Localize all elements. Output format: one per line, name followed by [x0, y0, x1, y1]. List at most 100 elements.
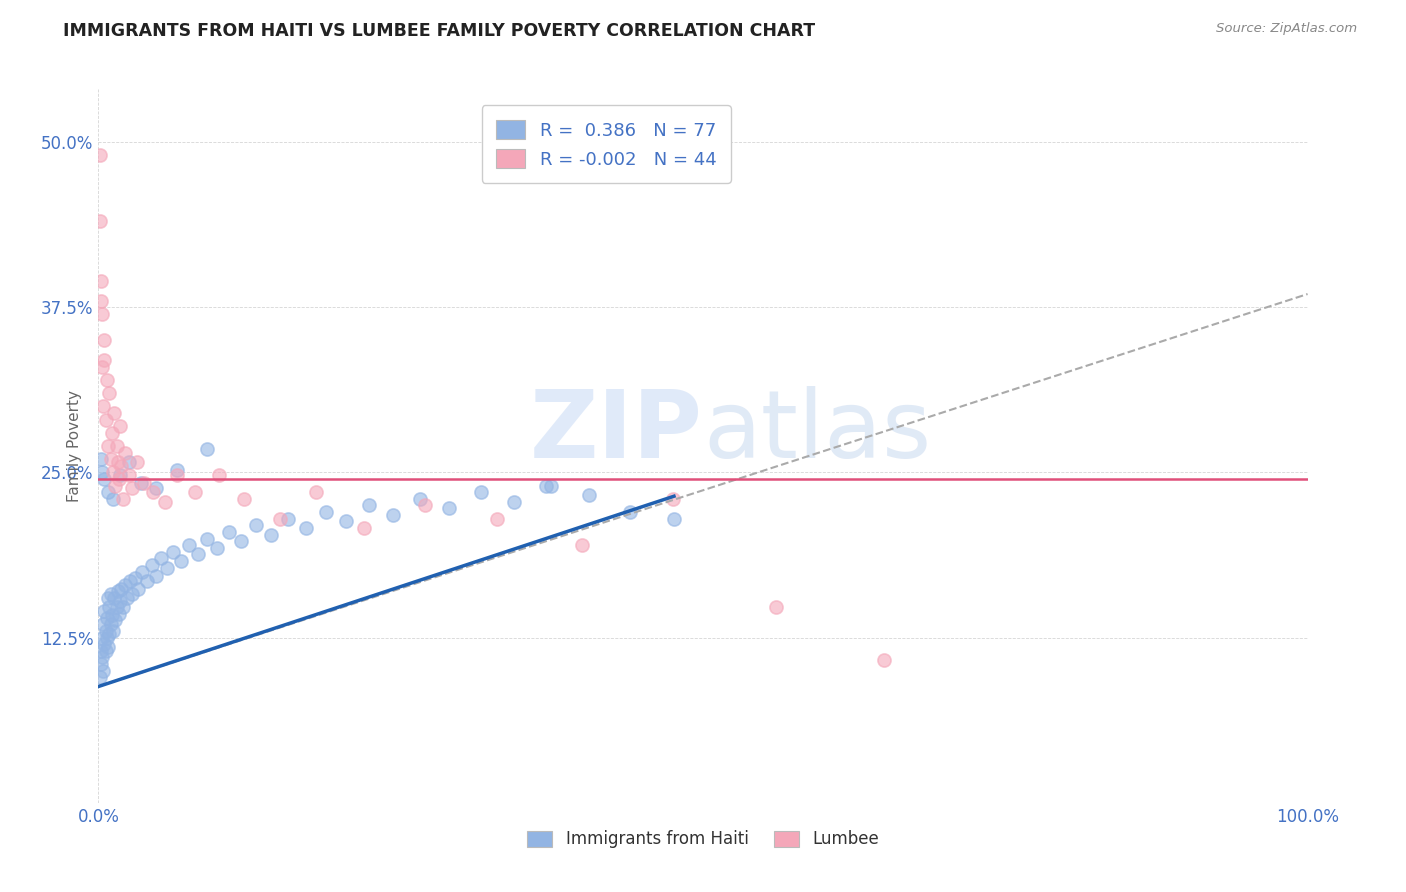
Point: [107, 584, 129, 599]
Point: [111, 600, 134, 615]
Point: [103, 591, 125, 605]
Point: [114, 578, 136, 592]
Point: [245, 518, 267, 533]
Point: [166, 463, 188, 477]
Point: [100, 587, 122, 601]
Point: [205, 541, 228, 555]
Point: [93, 353, 115, 368]
Point: [100, 452, 122, 467]
Point: [114, 445, 136, 459]
Point: [89, 670, 111, 684]
Point: [104, 478, 127, 492]
Point: [97, 439, 120, 453]
Point: [765, 600, 787, 615]
Point: [91, 617, 114, 632]
Point: [90, 657, 112, 671]
Point: [96, 631, 118, 645]
Point: [91, 359, 114, 374]
Point: [105, 439, 128, 453]
Point: [662, 511, 685, 525]
Point: [166, 468, 188, 483]
Point: [145, 481, 167, 495]
Point: [382, 508, 405, 522]
Point: [145, 568, 167, 582]
Point: [184, 485, 207, 500]
Point: [195, 532, 218, 546]
Point: [218, 524, 240, 539]
Point: [105, 600, 128, 615]
Point: [156, 560, 179, 574]
Point: [97, 640, 120, 654]
Point: [127, 582, 149, 596]
Point: [503, 494, 526, 508]
Point: [90, 274, 112, 288]
Point: [100, 425, 122, 440]
Point: [91, 400, 114, 414]
Point: [98, 626, 121, 640]
Point: [571, 538, 593, 552]
Point: [118, 455, 141, 469]
Point: [107, 455, 129, 469]
Point: [93, 637, 115, 651]
Point: [90, 293, 112, 308]
Point: [121, 481, 143, 495]
Point: [277, 511, 299, 525]
Point: [100, 617, 122, 632]
Point: [335, 514, 357, 528]
Point: [94, 644, 117, 658]
Point: [104, 614, 127, 628]
Point: [150, 551, 173, 566]
Point: [470, 485, 492, 500]
Point: [269, 511, 291, 525]
Point: [413, 499, 436, 513]
Point: [90, 644, 112, 658]
Point: [91, 631, 114, 645]
Point: [96, 611, 118, 625]
Point: [619, 505, 641, 519]
Point: [101, 624, 124, 638]
Point: [141, 558, 163, 572]
Point: [162, 545, 184, 559]
Point: [315, 505, 337, 519]
Point: [260, 527, 283, 541]
Point: [93, 472, 115, 486]
Point: [89, 148, 111, 162]
Point: [295, 521, 318, 535]
Text: atlas: atlas: [703, 385, 931, 478]
Point: [101, 491, 124, 506]
Point: [108, 593, 131, 607]
Point: [409, 491, 432, 506]
Point: [101, 466, 124, 480]
Point: [89, 214, 111, 228]
Point: [187, 547, 209, 561]
Point: [129, 475, 152, 490]
Point: [540, 478, 562, 492]
Point: [91, 664, 114, 678]
Point: [578, 488, 600, 502]
Point: [98, 600, 121, 615]
Point: [96, 373, 118, 387]
Point: [124, 571, 146, 585]
Point: [486, 511, 509, 525]
Point: [195, 442, 218, 456]
Point: [93, 604, 115, 618]
Point: [103, 406, 125, 420]
Point: [229, 534, 252, 549]
Point: [534, 478, 557, 492]
Point: [108, 472, 131, 486]
Point: [117, 591, 139, 605]
Point: [437, 501, 460, 516]
Point: [169, 554, 191, 568]
Point: [108, 607, 131, 621]
Point: [110, 458, 132, 473]
Point: [91, 307, 114, 321]
Point: [94, 412, 117, 426]
Point: [153, 494, 176, 508]
Point: [108, 468, 131, 483]
Point: [118, 468, 141, 483]
Point: [131, 565, 153, 579]
Point: [97, 485, 120, 500]
Point: [111, 491, 134, 506]
Point: [353, 521, 375, 535]
Point: [142, 485, 165, 500]
